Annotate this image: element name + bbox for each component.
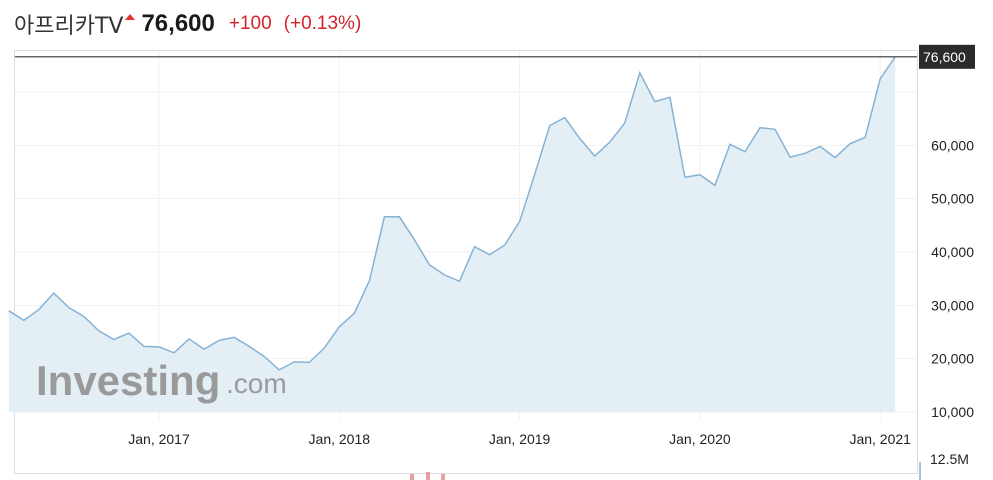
x-tick-label: Jan, 2018 (309, 431, 371, 447)
up-arrow-icon (125, 14, 136, 20)
price-change: +100 (228, 13, 272, 34)
y-tick-label: 50,000 (931, 191, 974, 207)
watermark-suffix: .com (226, 368, 287, 399)
y-tick-label: 10,000 (931, 404, 974, 420)
price-change-percent: (+0.13%) (283, 13, 362, 34)
price-area (8, 56, 896, 413)
x-tick-label: Jan, 2019 (489, 431, 551, 447)
x-tick-label: Jan, 2020 (669, 431, 731, 447)
y-tick-label: 60,000 (931, 137, 974, 153)
volume-scale-label: 12.5M (930, 451, 969, 467)
last-price-label-text: 76,600 (923, 49, 966, 65)
y-tick-label: 40,000 (931, 244, 974, 260)
stock-header: 아프리카TV 76,600 +100 (+0.13%) (14, 6, 361, 42)
watermark-brand: Investing (36, 357, 220, 404)
stock-name[interactable]: 아프리카TV (14, 14, 124, 39)
volume-bar (410, 474, 414, 480)
y-axis: 10,000 20,000 30,000 40,000 50,000 60,000 (931, 137, 974, 420)
last-price-label: 76,600 (919, 44, 975, 69)
price-line (8, 56, 896, 371)
volume-bar (919, 462, 921, 480)
investing-watermark: Investing .com (36, 357, 287, 404)
volume-bar (441, 474, 445, 480)
x-axis: Jan, 2017 Jan, 2018 Jan, 2019 Jan, 2020 Jan,… (128, 431, 911, 447)
y-tick-label: 30,000 (931, 297, 974, 313)
volume-bar (426, 472, 430, 480)
last-price: 76,600 (141, 10, 215, 37)
x-tick-label: Jan, 2021 (849, 431, 911, 447)
x-tick-label: Jan, 2017 (128, 431, 190, 447)
chart-panel (14, 50, 918, 474)
y-tick-label: 20,000 (931, 351, 974, 367)
last-price-label-box (919, 44, 975, 69)
